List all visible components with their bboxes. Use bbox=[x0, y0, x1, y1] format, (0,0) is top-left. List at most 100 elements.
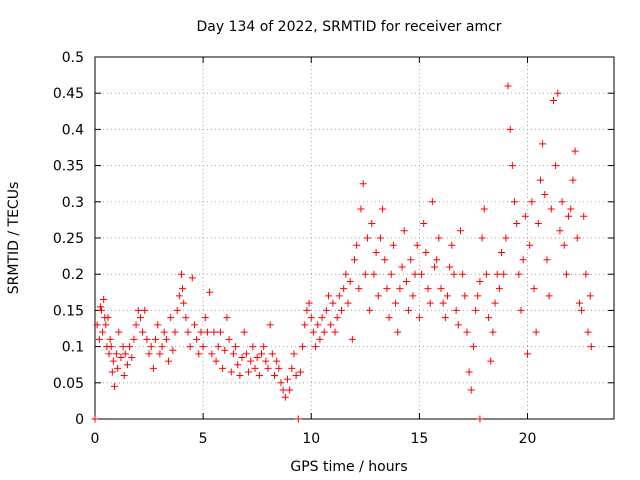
data-point bbox=[415, 314, 423, 322]
data-point bbox=[91, 415, 99, 423]
data-point bbox=[394, 328, 402, 336]
data-point bbox=[179, 285, 187, 293]
data-point bbox=[117, 353, 125, 361]
data-point bbox=[141, 306, 149, 314]
data-point bbox=[573, 234, 581, 242]
data-point bbox=[398, 263, 406, 271]
y-axis-title: SRMTID / TECUs bbox=[6, 182, 22, 295]
x-tick-label: 10 bbox=[302, 431, 320, 447]
data-point bbox=[578, 306, 586, 314]
data-point bbox=[489, 328, 497, 336]
data-point bbox=[203, 328, 211, 336]
data-point bbox=[532, 328, 540, 336]
data-point bbox=[487, 357, 495, 365]
data-point bbox=[515, 270, 523, 278]
data-point bbox=[348, 335, 356, 343]
data-point bbox=[446, 263, 454, 271]
data-point bbox=[383, 285, 391, 293]
data-point bbox=[536, 176, 544, 184]
data-point bbox=[286, 386, 294, 394]
data-point bbox=[139, 328, 147, 336]
data-point bbox=[229, 350, 237, 358]
data-point bbox=[344, 299, 352, 307]
data-point bbox=[165, 357, 173, 365]
data-point bbox=[452, 306, 460, 314]
data-point bbox=[439, 299, 447, 307]
data-point bbox=[370, 270, 378, 278]
data-point bbox=[236, 372, 244, 380]
x-tick-label: 15 bbox=[410, 431, 428, 447]
data-point bbox=[335, 292, 343, 300]
y-tick-label: 0.25 bbox=[53, 231, 84, 247]
data-point bbox=[143, 335, 151, 343]
data-point bbox=[260, 343, 268, 351]
data-point bbox=[441, 314, 449, 322]
data-point bbox=[195, 350, 203, 358]
data-point bbox=[420, 220, 428, 228]
data-point bbox=[366, 306, 374, 314]
data-point bbox=[309, 328, 317, 336]
data-point bbox=[312, 343, 320, 351]
data-point bbox=[361, 270, 369, 278]
data-point bbox=[476, 415, 484, 423]
data-point bbox=[463, 328, 471, 336]
data-point bbox=[283, 375, 291, 383]
data-point bbox=[223, 314, 231, 322]
data-point bbox=[242, 350, 250, 358]
data-point bbox=[167, 314, 175, 322]
data-point bbox=[93, 321, 101, 329]
data-point bbox=[307, 314, 315, 322]
data-point bbox=[517, 306, 525, 314]
data-point bbox=[476, 277, 484, 285]
x-tick-label: 5 bbox=[199, 431, 208, 447]
data-point bbox=[500, 270, 508, 278]
data-point bbox=[472, 306, 480, 314]
data-point bbox=[158, 343, 166, 351]
y-tick-label: 0.05 bbox=[53, 376, 84, 392]
data-point bbox=[491, 299, 499, 307]
data-point bbox=[407, 256, 415, 264]
data-point bbox=[121, 350, 129, 358]
y-tick-label: 0.1 bbox=[62, 340, 84, 356]
data-point bbox=[221, 346, 229, 354]
data-point bbox=[296, 368, 304, 376]
data-point bbox=[208, 350, 216, 358]
data-point bbox=[331, 328, 339, 336]
data-point bbox=[400, 227, 408, 235]
y-tick-label: 0.15 bbox=[53, 303, 84, 319]
data-point bbox=[413, 241, 421, 249]
data-point bbox=[353, 241, 361, 249]
data-point bbox=[322, 306, 330, 314]
data-point bbox=[549, 96, 557, 104]
data-point bbox=[346, 277, 354, 285]
data-point bbox=[459, 270, 467, 278]
data-point bbox=[372, 248, 380, 256]
data-point bbox=[214, 343, 222, 351]
data-point bbox=[292, 372, 300, 380]
x-tick-labels: 0 5 10 15 20 bbox=[91, 431, 537, 447]
data-point bbox=[580, 212, 588, 220]
data-point bbox=[126, 343, 134, 351]
data-point bbox=[232, 343, 240, 351]
data-point bbox=[392, 299, 400, 307]
y-tick-label: 0.45 bbox=[53, 86, 84, 102]
data-point bbox=[314, 321, 322, 329]
data-point bbox=[240, 328, 248, 336]
data-point bbox=[270, 372, 278, 380]
data-point bbox=[128, 353, 136, 361]
data-point bbox=[539, 140, 547, 148]
y-tick-label: 0.4 bbox=[62, 122, 84, 138]
data-point bbox=[351, 256, 358, 264]
data-point bbox=[340, 285, 348, 293]
data-point bbox=[227, 368, 235, 376]
data-point bbox=[197, 328, 205, 336]
data-point bbox=[258, 350, 266, 358]
data-point bbox=[342, 270, 350, 278]
data-point bbox=[409, 292, 417, 300]
data-point bbox=[584, 328, 592, 336]
data-point bbox=[281, 393, 289, 401]
data-point bbox=[132, 321, 140, 329]
data-point bbox=[534, 220, 542, 228]
data-point bbox=[255, 372, 263, 380]
